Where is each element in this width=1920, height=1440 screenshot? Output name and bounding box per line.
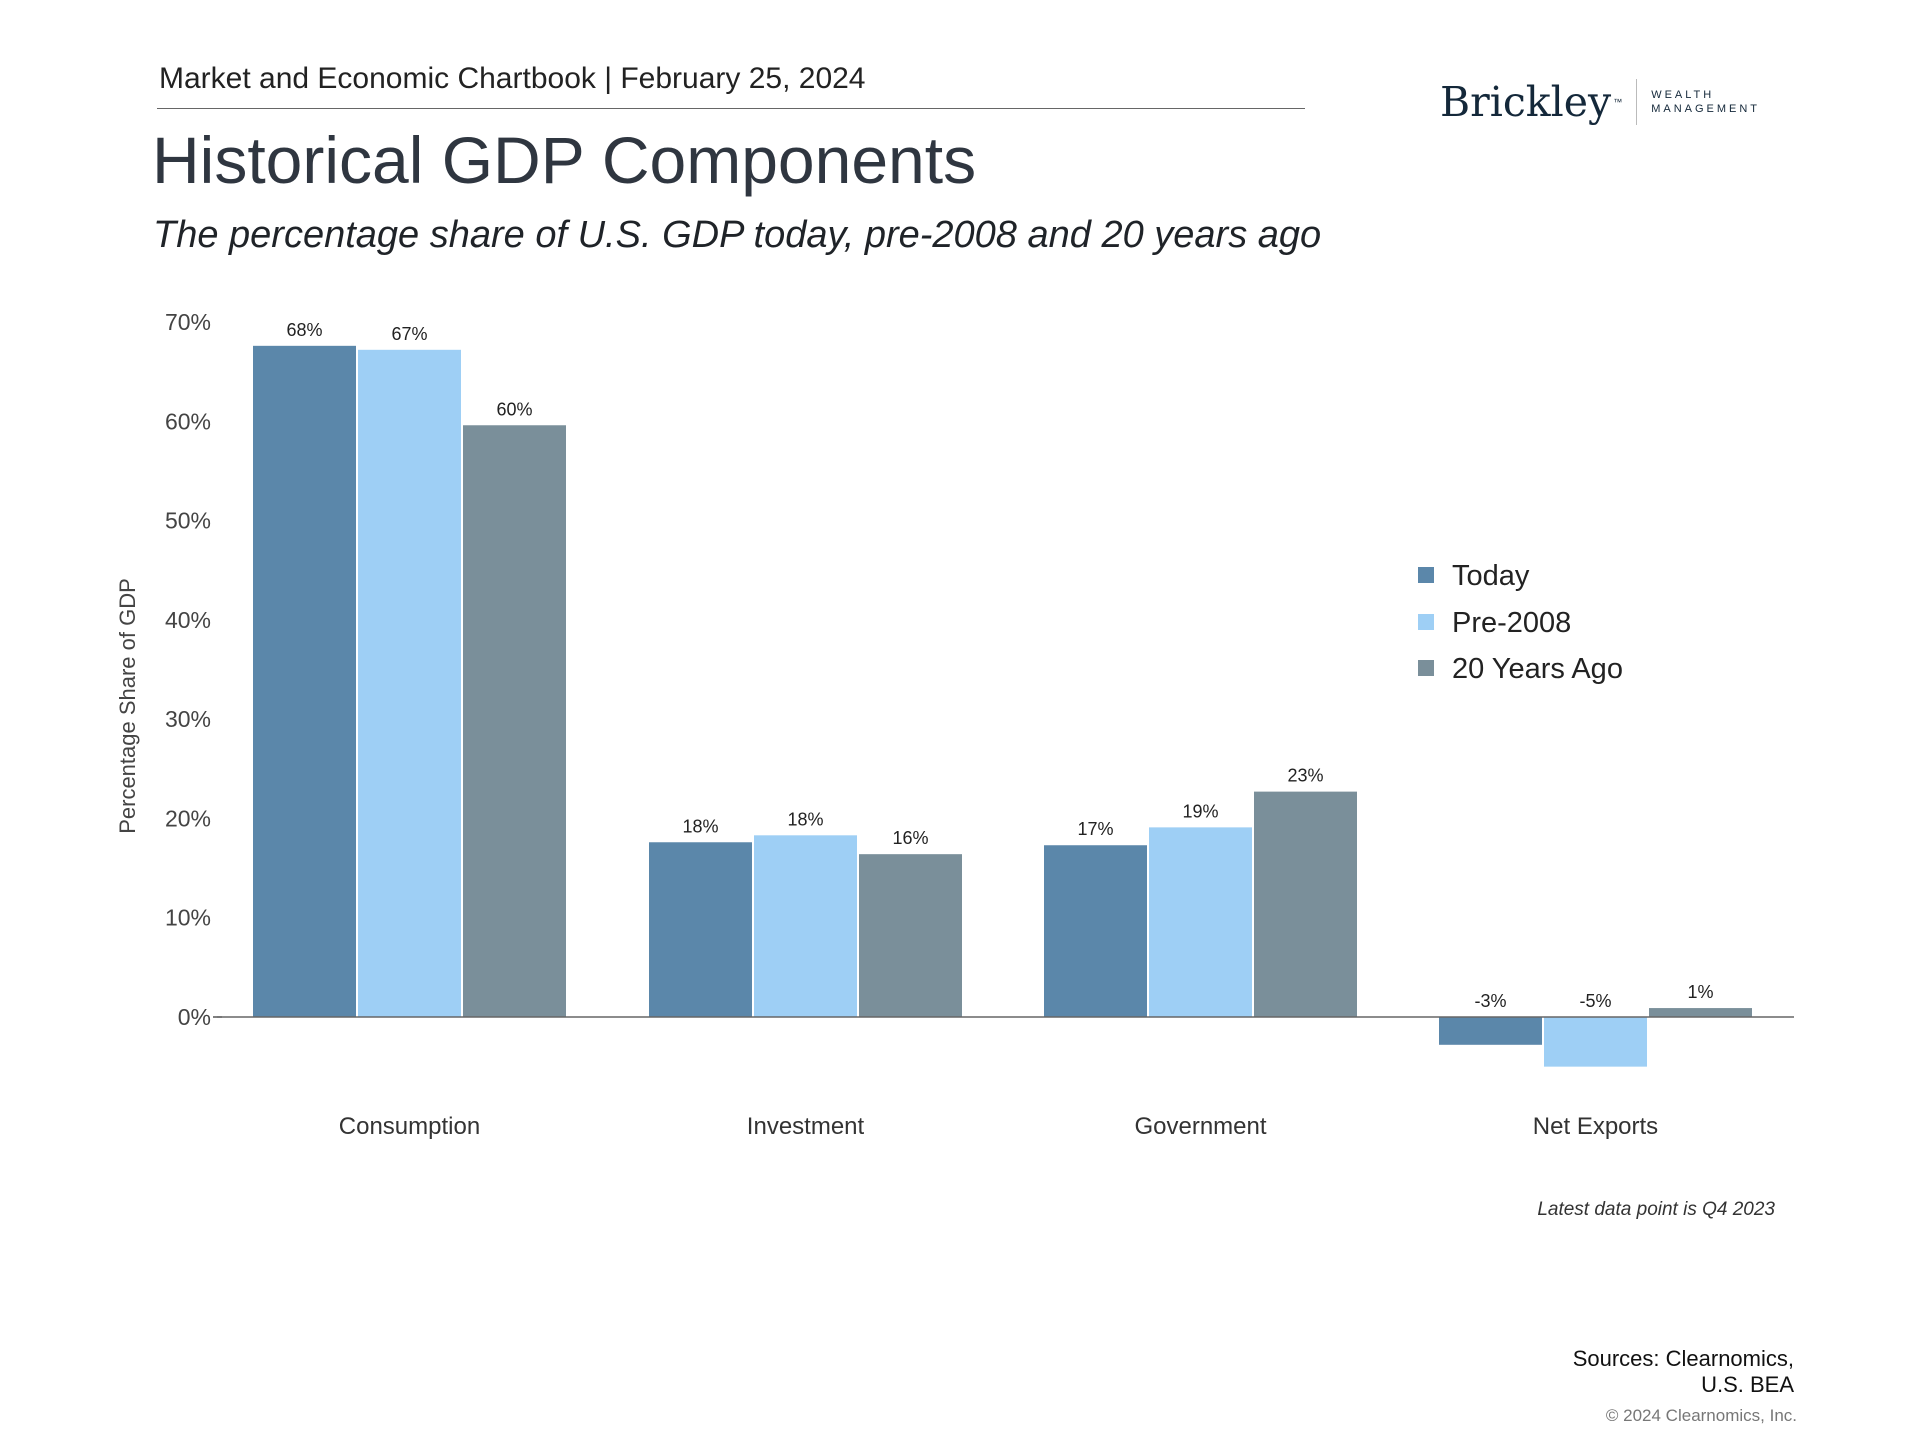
data-label: 67% — [391, 324, 427, 344]
y-tick-label: 0% — [178, 1004, 211, 1030]
data-label: 19% — [1182, 801, 1218, 821]
category-label: Consumption — [339, 1113, 480, 1140]
brickley-logo: Brickley ™ WEALTH MANAGEMENT — [1440, 72, 1760, 132]
data-label: -5% — [1579, 991, 1611, 1011]
legend-swatch — [1418, 614, 1434, 630]
logo-line1: WEALTH — [1651, 89, 1715, 101]
bar-today — [253, 345, 356, 1017]
bar-today — [649, 842, 752, 1017]
legend-swatch — [1418, 660, 1434, 676]
logo-tm: ™ — [1613, 97, 1623, 107]
data-label: 16% — [892, 828, 928, 848]
y-tick-label: 40% — [165, 607, 211, 633]
y-tick-label: 50% — [165, 508, 211, 534]
data-label: -3% — [1474, 991, 1506, 1011]
bar-20-years-ago — [859, 854, 962, 1017]
legend-label: 20 Years Ago — [1452, 653, 1623, 685]
data-label: 1% — [1687, 982, 1713, 1002]
page-subtitle: The percentage share of U.S. GDP today, … — [153, 214, 1322, 256]
data-label: 23% — [1287, 766, 1323, 786]
category-label: Net Exports — [1533, 1113, 1658, 1140]
y-tick-label: 30% — [165, 706, 211, 732]
data-label: 60% — [496, 399, 532, 419]
footnote: Latest data point is Q4 2023 — [1537, 1199, 1775, 1220]
bar-today — [1439, 1017, 1542, 1045]
page-title: Historical GDP Components — [152, 123, 977, 197]
data-label: 18% — [682, 816, 718, 836]
category-label: Investment — [747, 1113, 865, 1140]
y-tick-label: 70% — [165, 309, 211, 335]
logo-brand: Brickley — [1440, 78, 1612, 126]
logo-wordmark: WEALTH MANAGEMENT — [1651, 88, 1760, 116]
y-axis-title: Percentage Share of GDP — [115, 578, 140, 834]
category-label: Government — [1134, 1113, 1266, 1140]
bar-20-years-ago — [1254, 791, 1357, 1017]
copyright: © 2024 Clearnomics, Inc. — [1605, 1406, 1797, 1425]
bar-pre-2008 — [358, 349, 461, 1017]
logo-line2: MANAGEMENT — [1651, 103, 1761, 115]
data-label: 68% — [286, 320, 322, 340]
bar-pre-2008 — [1544, 1017, 1647, 1067]
data-label: 18% — [787, 809, 823, 829]
bar-20-years-ago — [1649, 1008, 1752, 1017]
bar-pre-2008 — [1149, 827, 1252, 1017]
legend-swatch — [1418, 567, 1434, 583]
sources-line2: U.S. BEA — [1701, 1372, 1794, 1397]
bar-pre-2008 — [754, 835, 857, 1017]
sources: Sources: Clearnomics, U.S. BEA — [1573, 1346, 1794, 1398]
legend-label: Pre-2008 — [1452, 607, 1571, 639]
header-divider — [157, 108, 1305, 109]
legend-label: Today — [1452, 560, 1530, 592]
bar-today — [1044, 845, 1147, 1017]
bar-20-years-ago — [463, 425, 566, 1017]
logo-separator — [1636, 79, 1638, 125]
y-tick-label: 20% — [165, 805, 211, 831]
sources-line1: Sources: Clearnomics, — [1572, 1346, 1794, 1371]
y-tick-label: 60% — [165, 408, 211, 434]
data-label: 17% — [1077, 819, 1113, 839]
y-tick-label: 10% — [165, 905, 211, 931]
chartbook-header: Market and Economic Chartbook | February… — [159, 62, 866, 95]
